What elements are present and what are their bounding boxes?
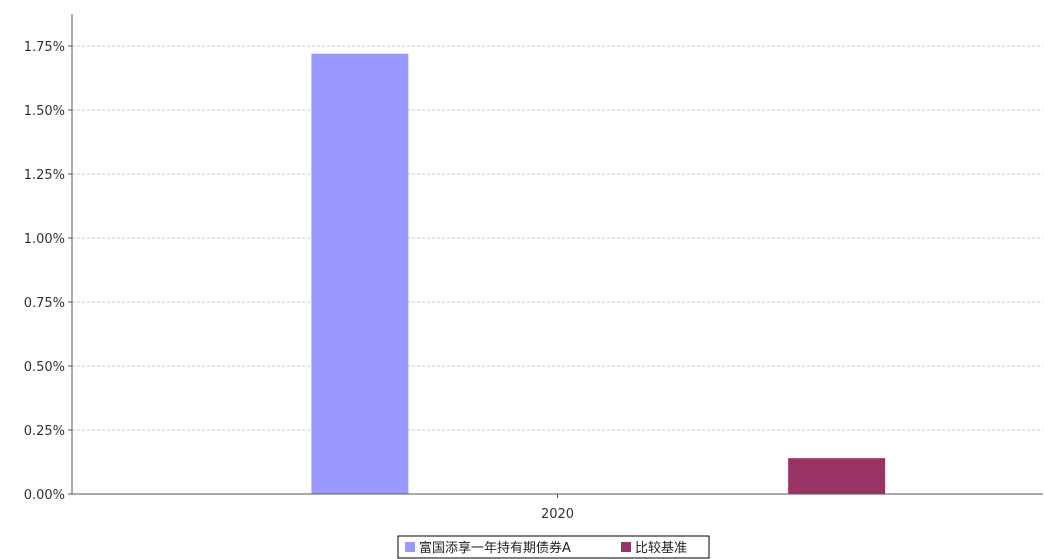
x-tick-label: 2020 [541,507,574,522]
legend-label: 富国添享一年持有期债券A [419,540,571,556]
legend-label: 比较基准 [635,541,687,556]
y-tick-label: 1.50% [24,104,65,119]
y-axis-ticks: 0.00% 0.25% 0.50% 0.75% 1.00% 1.25% 1.50% 1.75% [24,40,72,503]
grid-lines [72,45,1043,431]
legend-swatch [621,542,631,552]
y-tick-label: 1.75% [24,40,65,55]
legend: 富国添享一年持有期债券A 比较基准 [397,535,710,559]
axes [71,14,1043,495]
y-tick-label: 0.00% [24,488,65,503]
bar-fund [311,53,409,495]
bars [311,53,886,495]
y-tick-label: 0.75% [24,296,65,311]
y-tick-label: 0.50% [24,360,65,375]
y-tick-label: 1.25% [24,168,65,183]
legend-box [397,535,710,559]
y-tick-label: 0.25% [24,424,65,439]
y-tick-label: 1.00% [24,232,65,247]
legend-swatch [405,542,415,552]
bar-benchmark [788,458,886,494]
x-axis-ticks: 2020 [541,494,574,522]
